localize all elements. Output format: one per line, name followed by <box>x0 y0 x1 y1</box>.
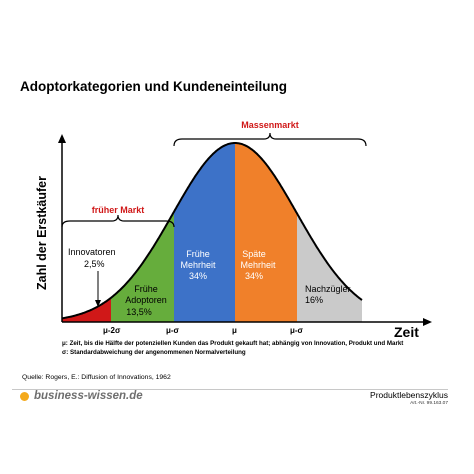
x-tick-label: μ-2σ <box>103 326 121 335</box>
y-axis-arrow <box>58 134 66 143</box>
early-majority-line2: Mehrheit <box>180 260 216 270</box>
early-market-bracket <box>61 214 175 228</box>
x-axis-arrow <box>423 318 432 326</box>
brand-logo[interactable]: business-wissen.de <box>20 390 143 402</box>
footer-divider <box>12 389 448 390</box>
late-majority-share: 34% <box>245 271 263 281</box>
early-adopters-line1: Frühe <box>134 284 158 294</box>
innovators-share: 2,5% <box>84 259 105 269</box>
late-majority-line1: Späte <box>242 249 266 259</box>
x-tick-label: μ-σ <box>290 326 304 335</box>
x-tick-label: μ-σ <box>166 326 180 335</box>
product-name: Produktlebenszyklus <box>370 390 448 400</box>
laggards-name: Nachzügler <box>305 284 351 294</box>
brand-dot-icon <box>20 391 29 401</box>
brand-name: business-wissen.de <box>34 390 143 402</box>
early-adopters-line2: Adoptoren <box>125 295 167 305</box>
y-axis-label: Zahl der Erstkäufer <box>35 176 49 290</box>
laggards-share: 16% <box>305 295 323 305</box>
legend-sigma: σ: Standardabweichung der angenommenen N… <box>62 349 246 356</box>
article-number: Art.-Nr. 99.163.07 <box>410 401 448 406</box>
segment-late-majority <box>235 143 297 322</box>
innovators-name: Innovatoren <box>68 247 116 257</box>
mass-market-label: Massenmarkt <box>241 120 299 130</box>
page-title: Adoptorkategorien und Kundeneinteilung <box>20 79 287 94</box>
innovators-pointer-arrow <box>95 300 101 307</box>
segment-early-majority <box>174 143 235 322</box>
early-majority-share: 34% <box>189 271 207 281</box>
x-tick-label: μ <box>232 326 237 335</box>
early-majority-line1: Frühe <box>186 249 210 259</box>
mass-market-bracket <box>173 132 367 147</box>
segment-innovators <box>62 297 111 322</box>
legend-mu: μ: Zeit, bis die Hälfte der potenziellen… <box>62 340 404 347</box>
early-market-label: früher Markt <box>92 205 145 215</box>
bell-curve-outline <box>61 142 363 320</box>
early-adopters-share: 13,5% <box>126 307 152 317</box>
source-citation: Quelle: Rogers, E.: Diffusion of Innovat… <box>22 374 171 381</box>
late-majority-line2: Mehrheit <box>240 260 276 270</box>
x-axis-label: Zeit <box>394 324 419 340</box>
segment-laggards <box>297 213 362 322</box>
